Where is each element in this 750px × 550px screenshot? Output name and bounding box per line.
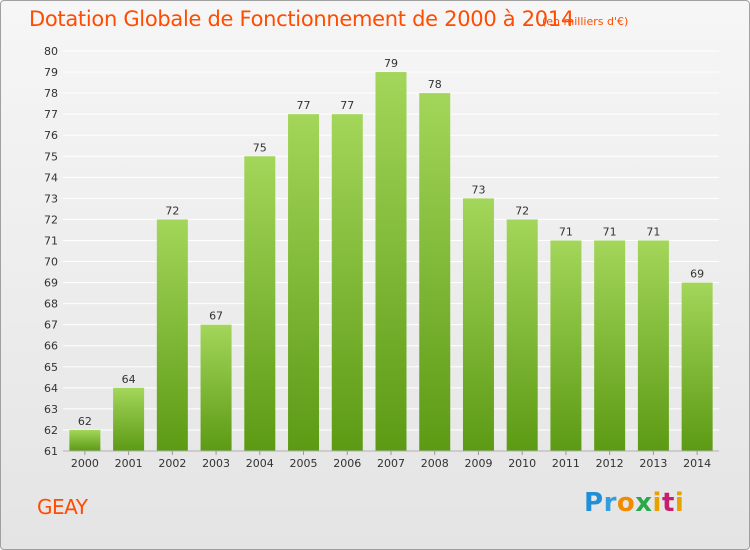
data-label-2013: 71 xyxy=(646,225,660,238)
y-tick-label: 68 xyxy=(44,298,58,311)
y-tick-label: 76 xyxy=(44,129,58,142)
x-tick-label-2012: 2012 xyxy=(596,457,624,470)
bar-2001 xyxy=(113,387,145,451)
data-label-2008: 78 xyxy=(428,78,442,91)
bar-2002 xyxy=(156,219,188,451)
y-tick-label: 70 xyxy=(44,256,58,269)
data-label-2004: 75 xyxy=(253,141,267,154)
data-labels: 62 64 72 67 75 77 77 79 78 73 72 71 71 71 69 xyxy=(78,57,704,428)
x-tick-label-2007: 2007 xyxy=(377,457,405,470)
x-tick-label-2011: 2011 xyxy=(552,457,580,470)
chart-title: Dotation Globale de Fonctionnement de 20… xyxy=(29,7,574,31)
bar-2009 xyxy=(462,198,494,451)
x-tick-label-2010: 2010 xyxy=(508,457,536,470)
data-label-2007: 79 xyxy=(384,57,398,70)
x-tick-label-2003: 2003 xyxy=(202,457,230,470)
bar-2010 xyxy=(506,219,538,451)
data-label-2006: 77 xyxy=(340,99,354,112)
y-tick-label: 74 xyxy=(44,171,58,184)
x-tick-label-2008: 2008 xyxy=(421,457,449,470)
x-tick-label-2014: 2014 xyxy=(683,457,711,470)
bars xyxy=(69,72,713,452)
bar-2008 xyxy=(419,93,451,452)
y-tick-label: 77 xyxy=(44,108,58,121)
y-tick-label: 80 xyxy=(44,45,58,58)
data-label-2010: 72 xyxy=(515,204,529,217)
y-tick-label: 61 xyxy=(44,445,58,458)
bar-2011 xyxy=(550,240,582,451)
y-tick-label: 64 xyxy=(44,382,58,395)
data-label-2005: 77 xyxy=(297,99,311,112)
x-tick-label-2000: 2000 xyxy=(71,457,99,470)
proxiti-logo[interactable]: Proxiti xyxy=(584,488,685,518)
x-tick-label-2004: 2004 xyxy=(246,457,274,470)
x-axis: 2000 2001 2002 2003 2004 2005 2006 2007 2008 2009… xyxy=(63,450,719,470)
bar-2004 xyxy=(244,156,276,451)
unit-note: (en milliers d'€) xyxy=(542,15,629,28)
x-tick-label-2001: 2001 xyxy=(115,457,143,470)
y-axis: 61 62 63 64 65 66 67 68 69 70 71 72 73 74 75 76 77 78 79 80 xyxy=(44,45,58,458)
data-label-2012: 71 xyxy=(603,225,617,238)
bar-2006 xyxy=(331,114,363,451)
y-tick-label: 65 xyxy=(44,361,58,374)
y-tick-label: 71 xyxy=(44,234,58,247)
data-label-2002: 72 xyxy=(165,204,179,217)
bar-2014 xyxy=(681,282,713,451)
y-tick-label: 72 xyxy=(44,213,58,226)
y-tick-label: 78 xyxy=(44,87,58,100)
bar-2003 xyxy=(200,324,232,451)
bar-2007 xyxy=(375,72,407,451)
y-tick-label: 69 xyxy=(44,277,58,290)
y-tick-label: 73 xyxy=(44,192,58,205)
data-label-2001: 64 xyxy=(122,373,136,386)
data-label-2000: 62 xyxy=(78,415,92,428)
y-tick-label: 66 xyxy=(44,340,58,353)
commune-name: GEAY xyxy=(37,495,88,519)
x-tick-label-2006: 2006 xyxy=(333,457,361,470)
x-tick-label-2002: 2002 xyxy=(158,457,186,470)
y-tick-label: 79 xyxy=(44,66,58,79)
y-tick-label: 63 xyxy=(44,403,58,416)
data-label-2011: 71 xyxy=(559,225,573,238)
y-tick-label: 62 xyxy=(44,424,58,437)
y-tick-label: 75 xyxy=(44,150,58,163)
bar-2005 xyxy=(288,114,320,451)
x-tick-label-2013: 2013 xyxy=(639,457,667,470)
bar-2012 xyxy=(594,240,626,451)
data-label-2009: 73 xyxy=(471,183,485,196)
data-label-2003: 67 xyxy=(209,310,223,323)
x-tick-label-2005: 2005 xyxy=(290,457,318,470)
bar-2000 xyxy=(69,429,101,451)
x-tick-label-2009: 2009 xyxy=(464,457,492,470)
data-label-2014: 69 xyxy=(690,268,704,281)
bar-2013 xyxy=(637,240,669,451)
y-tick-label: 67 xyxy=(44,319,58,332)
